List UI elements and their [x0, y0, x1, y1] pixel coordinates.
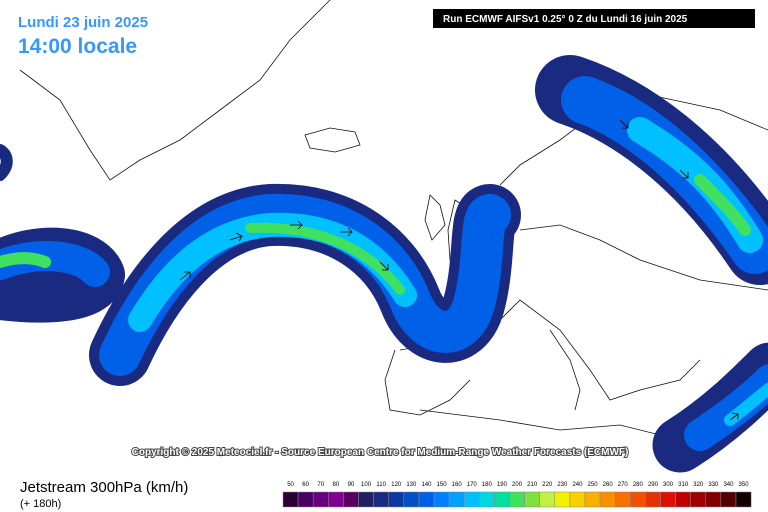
legend-swatch — [328, 491, 344, 508]
jetstream — [0, 55, 768, 473]
legend-label: 110 — [376, 482, 386, 488]
wind-arrows — [179, 119, 739, 421]
legend-label: 60 — [302, 482, 309, 488]
legend-swatch — [705, 491, 722, 508]
legend-label: 320 — [693, 482, 704, 488]
legend-label: 170 — [467, 482, 478, 488]
legend-label: 270 — [618, 482, 629, 488]
legend-label: 220 — [542, 482, 553, 488]
legend-label: 230 — [557, 482, 568, 488]
legend-label: 130 — [406, 482, 417, 488]
legend-label: 310 — [678, 482, 689, 488]
legend-label: 50 — [287, 482, 294, 488]
legend-label: 250 — [588, 482, 599, 488]
legend-swatch — [343, 491, 359, 508]
legend-swatch — [463, 491, 480, 508]
legend-swatch — [614, 491, 631, 508]
legend-label: 210 — [527, 482, 538, 488]
jet-northeast — [535, 55, 768, 285]
product-title: Jetstream 300hPa (km/h) — [20, 479, 188, 496]
legend-label: 150 — [437, 482, 448, 488]
legend-swatch — [584, 491, 601, 508]
time-label: 14:00 locale — [18, 35, 137, 58]
legend-label: 120 — [391, 482, 402, 488]
legend-label: 260 — [603, 482, 614, 488]
legend-swatch — [569, 491, 586, 508]
lead-time: (+ 180h) — [20, 498, 61, 510]
jet-west — [89, 183, 521, 386]
legend-swatch — [524, 491, 540, 508]
legend-swatch — [720, 491, 737, 508]
coastlines — [19, 0, 768, 441]
legend-label: 300 — [663, 482, 674, 488]
legend-swatch — [403, 491, 420, 508]
legend-label: 330 — [708, 482, 719, 488]
color-legend: 50 60 70 80 90 100 110 120 130 140 150 160 170 180 190… — [282, 482, 752, 508]
legend-swatch — [373, 491, 389, 508]
legend-swatch — [675, 491, 691, 508]
legend-swatch — [358, 491, 374, 508]
legend-label: 200 — [512, 482, 523, 488]
legend-swatch — [630, 491, 646, 508]
date-label: Lundi 23 juin 2025 — [18, 14, 148, 31]
legend-label: 180 — [482, 482, 493, 488]
legend-swatch — [660, 491, 676, 508]
legend-label: 140 — [421, 482, 432, 488]
legend-swatch — [735, 491, 752, 508]
legend-label: 240 — [572, 482, 583, 488]
run-label: Run ECMWF AIFSv1 0.25° 0 Z du Lundi 16 j… — [443, 14, 688, 25]
legend-swatch — [690, 491, 707, 508]
legend-label: 280 — [633, 482, 644, 488]
copyright: Copyright © 2025 Meteociel.fr - Source E… — [132, 447, 629, 458]
legend-swatch — [433, 491, 450, 508]
legend-swatch — [282, 491, 299, 508]
legend-label: 290 — [648, 482, 659, 488]
legend-label: 90 — [348, 482, 355, 488]
legend-label: 70 — [317, 482, 324, 488]
legend-label: 350 — [739, 482, 750, 488]
legend-label: 190 — [497, 482, 508, 488]
legend-swatch — [494, 491, 510, 508]
legend-label: 340 — [723, 482, 734, 488]
legend-swatch — [479, 491, 495, 508]
legend-swatch — [418, 491, 435, 508]
jet-far-west — [0, 144, 125, 323]
legend-swatch — [554, 491, 571, 508]
legend-swatch — [297, 491, 314, 508]
run-box — [433, 9, 755, 28]
legend-swatch — [448, 491, 465, 508]
legend-swatch — [312, 491, 329, 508]
legend-swatch — [539, 491, 556, 508]
legend-swatch — [645, 491, 661, 508]
legend-label: 80 — [333, 482, 340, 488]
legend-label: 160 — [452, 482, 463, 488]
legend-swatch — [599, 491, 616, 508]
legend-swatch — [509, 491, 525, 508]
legend-label: 100 — [361, 482, 372, 488]
legend-swatch — [388, 491, 405, 508]
